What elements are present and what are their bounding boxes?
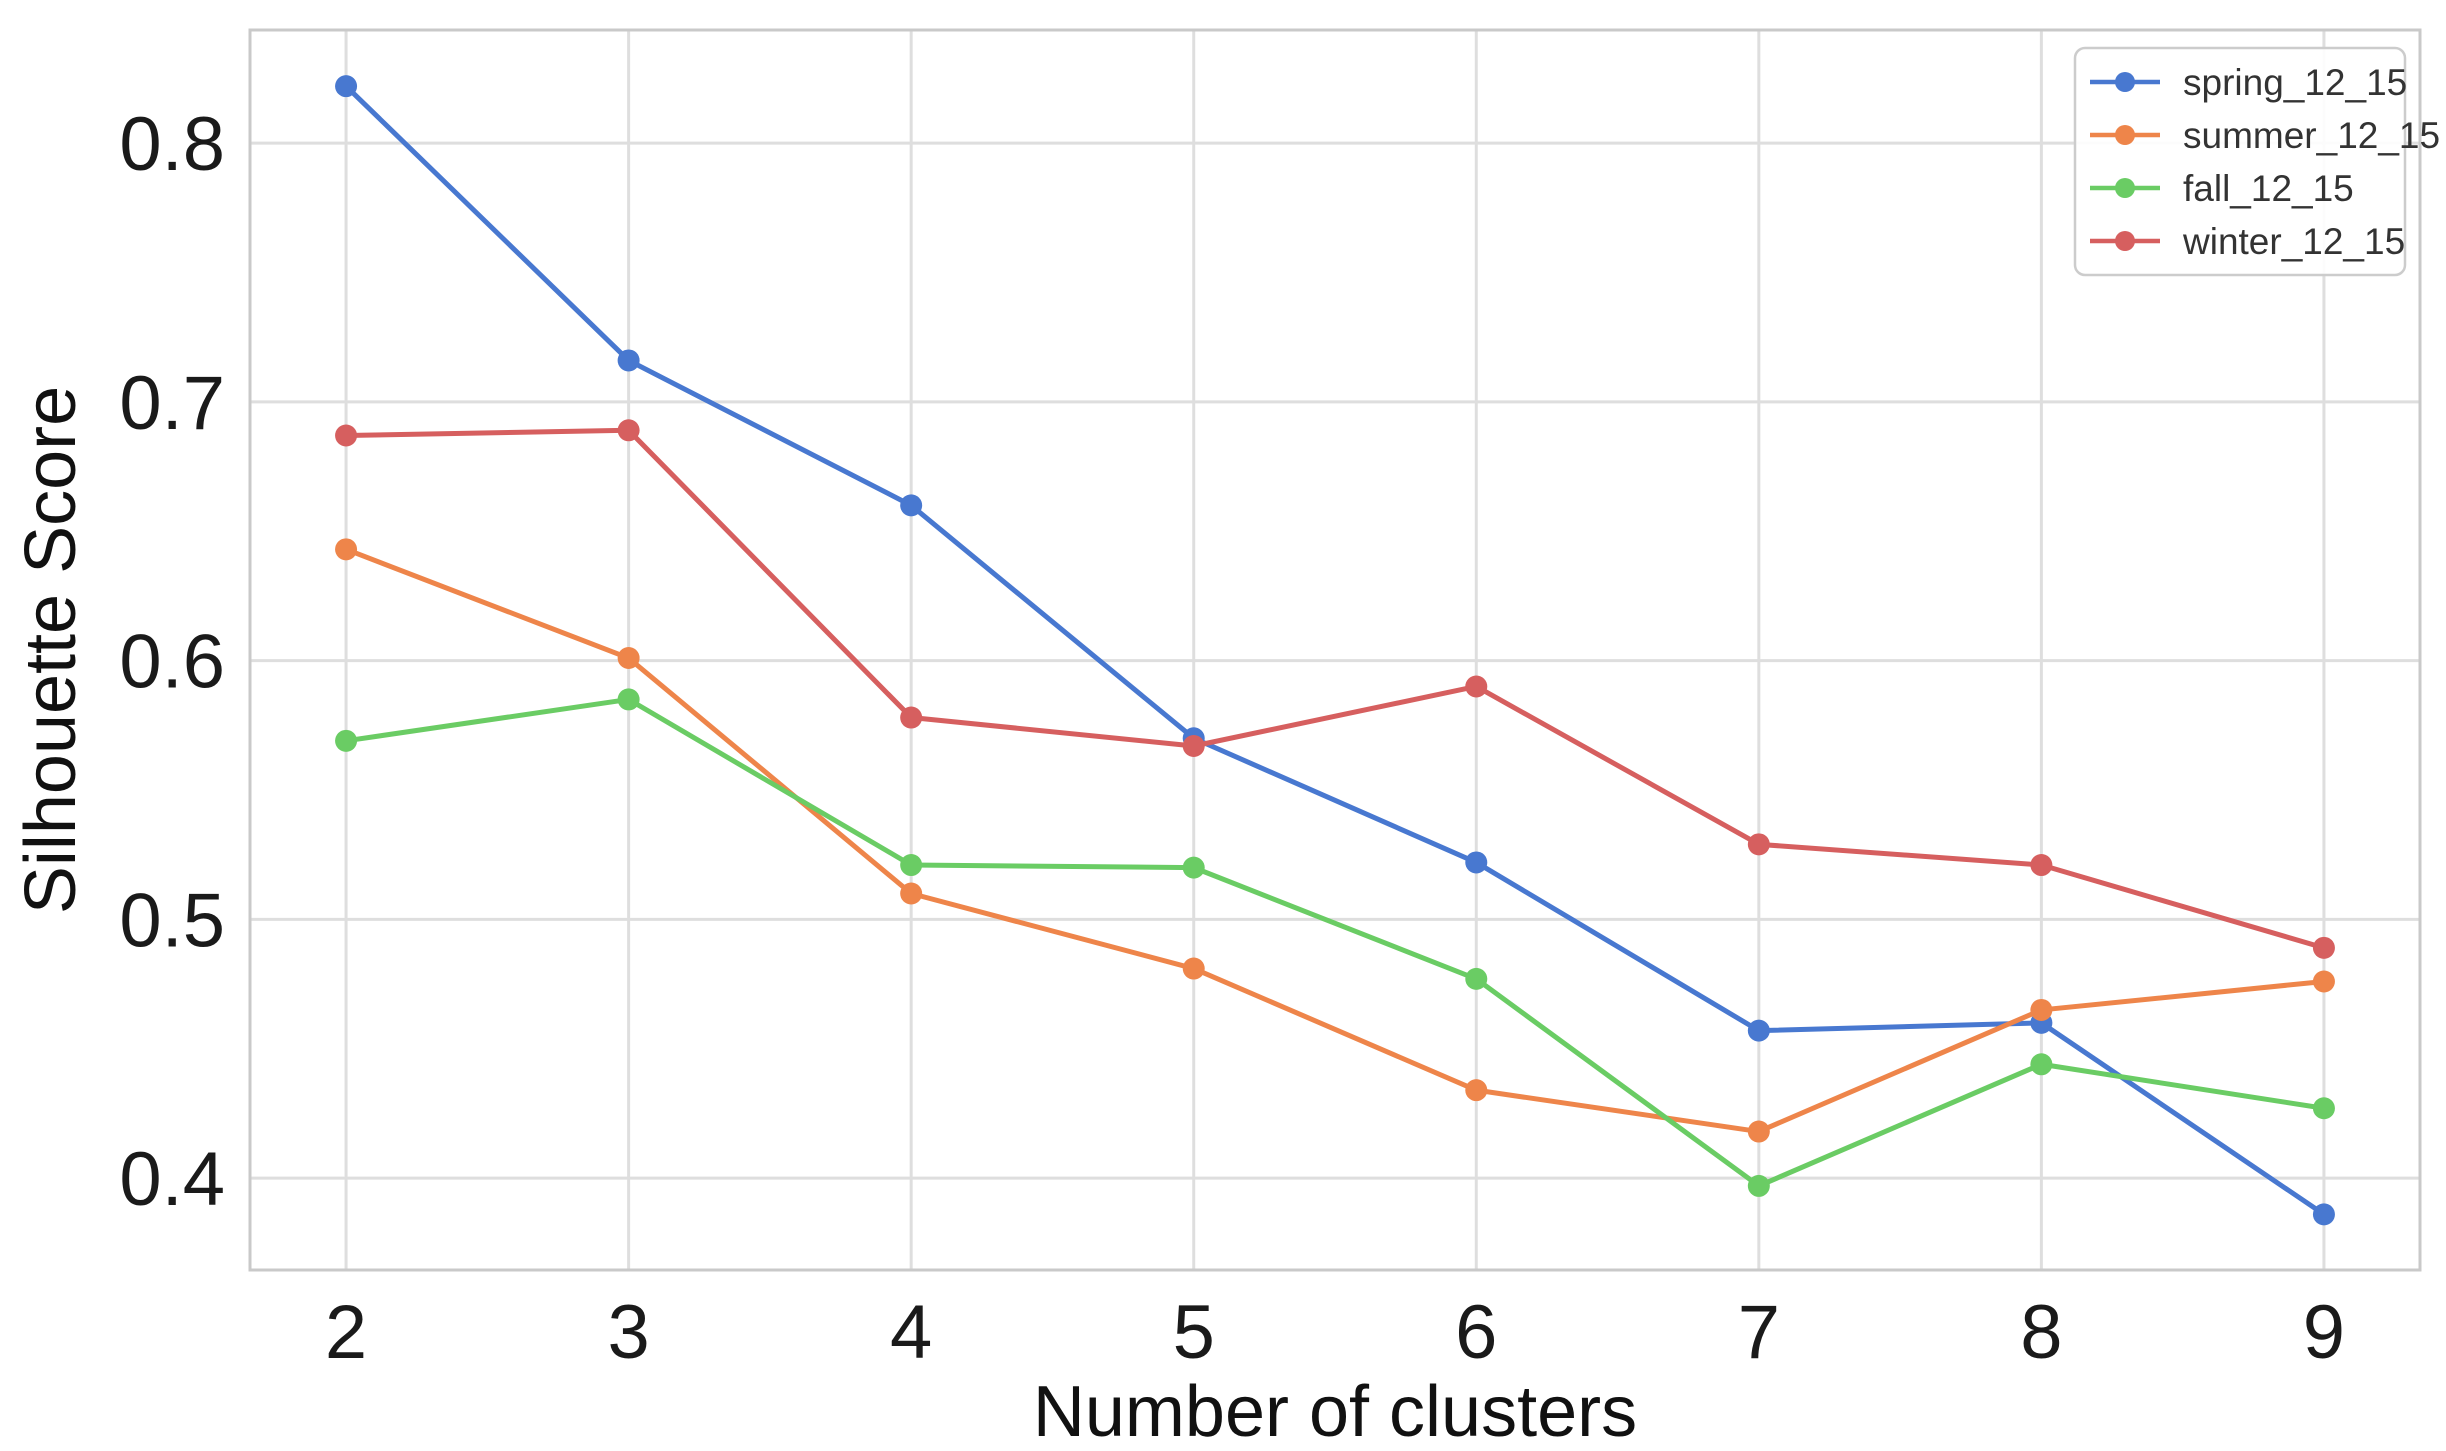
x-tick-label: 7	[1738, 1290, 1780, 1375]
legend-item-label: fall_12_15	[2183, 168, 2354, 209]
plot-border	[248, 28, 2422, 1272]
data-point-fall_12_15	[2312, 1097, 2335, 1120]
legend-item-label: spring_12_15	[2183, 62, 2407, 103]
x-tick-label: 6	[1455, 1290, 1497, 1375]
data-point-spring_12_15	[1747, 1019, 1770, 1042]
legend-swatch-dot	[2115, 72, 2135, 92]
y-tick-label: 0.5	[119, 878, 225, 963]
series-line-winter_12_15	[343, 427, 2327, 951]
data-point-spring_12_15	[900, 494, 923, 517]
x-tick-label: 3	[607, 1290, 649, 1375]
data-point-spring_12_15	[1465, 851, 1488, 874]
y-tick-label: 0.6	[119, 620, 225, 705]
y-tick-label: 0.8	[119, 102, 225, 187]
series-line-fall_12_15	[343, 696, 2327, 1189]
data-point-spring_12_15	[617, 349, 640, 372]
gridlines	[250, 30, 2420, 1270]
data-point-winter_12_15	[900, 706, 923, 729]
y-axis-label: Silhouette Score	[11, 386, 91, 914]
x-tick-label: 2	[325, 1290, 367, 1375]
legend-item-label: winter_12_15	[2182, 221, 2405, 262]
x-axis-tick-labels: 2 3 4 5 6 7 8 9	[325, 1290, 2345, 1375]
data-point-winter_12_15	[1182, 735, 1205, 758]
y-tick-label: 0.4	[119, 1137, 225, 1222]
legend-swatch-dot	[2115, 231, 2135, 251]
data-point-winter_12_15	[1465, 675, 1488, 698]
data-point-winter_12_15	[335, 424, 358, 447]
data-point-fall_12_15	[1747, 1174, 1770, 1197]
legend-item-label: summer_12_15	[2183, 115, 2440, 156]
data-point-summer_12_15	[2030, 998, 2053, 1021]
x-tick-label: 4	[890, 1290, 932, 1375]
data-point-winter_12_15	[2312, 936, 2335, 959]
data-point-fall_12_15	[900, 854, 923, 877]
data-point-summer_12_15	[1465, 1079, 1488, 1102]
legend-box	[2073, 46, 2407, 277]
data-point-fall_12_15	[1465, 967, 1488, 990]
data-point-summer_12_15	[1182, 957, 1205, 980]
data-point-winter_12_15	[2030, 854, 2053, 877]
data-point-fall_12_15	[335, 729, 358, 752]
series-lines	[335, 75, 2335, 1226]
series-line-summer_12_15	[343, 546, 2327, 1135]
data-point-fall_12_15	[617, 688, 640, 711]
series-line-spring_12_15	[343, 83, 2327, 1217]
data-point-spring_12_15	[335, 75, 358, 98]
legend: spring_12_15 summer_12_15 fall_12_15winter…	[2073, 46, 2440, 277]
x-tick-label: 5	[1173, 1290, 1215, 1375]
data-point-spring_12_15	[2312, 1203, 2335, 1226]
y-axis-tick-labels: 0.4 0.5 0.6 0.7 0.8	[119, 102, 225, 1222]
y-tick-label: 0.7	[119, 361, 225, 446]
data-point-fall_12_15	[2030, 1053, 2053, 1076]
data-point-fall_12_15	[1182, 856, 1205, 879]
legend-swatch-dot	[2115, 178, 2135, 198]
data-point-winter_12_15	[617, 419, 640, 442]
data-point-summer_12_15	[1747, 1120, 1770, 1143]
data-point-summer_12_15	[335, 538, 358, 561]
x-tick-label: 9	[2303, 1290, 2345, 1375]
legend-swatch-dot	[2115, 125, 2135, 145]
data-point-summer_12_15	[900, 882, 923, 905]
x-axis-label: Number of clusters	[1033, 1372, 1637, 1451]
data-point-winter_12_15	[1747, 833, 1770, 856]
data-point-summer_12_15	[2312, 970, 2335, 993]
x-tick-label: 8	[2020, 1290, 2062, 1375]
data-point-summer_12_15	[617, 647, 640, 670]
